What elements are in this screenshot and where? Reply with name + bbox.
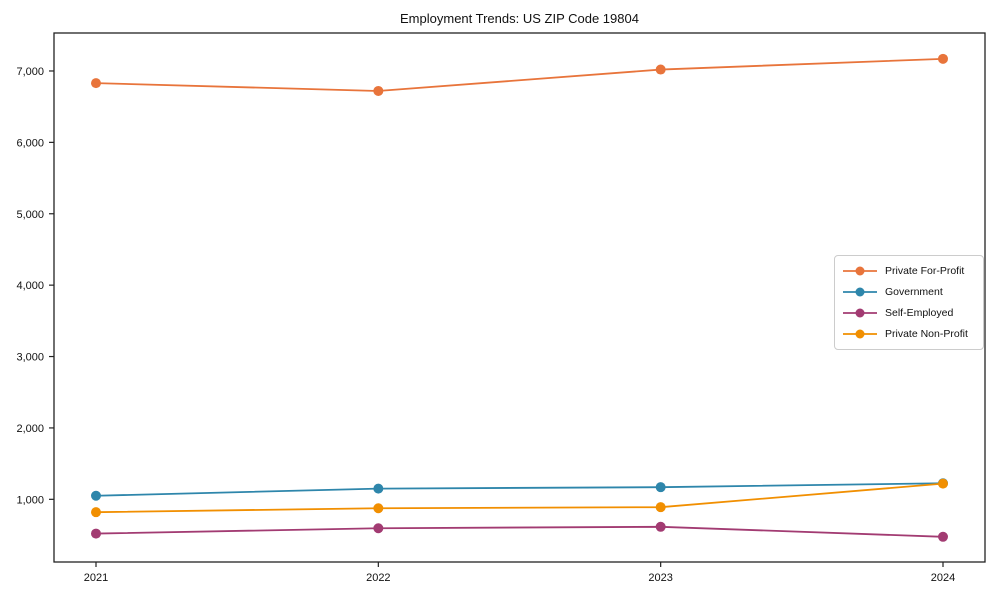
series-marker-self-employed <box>91 528 101 539</box>
y-tick-label: 1,000 <box>16 494 44 506</box>
legend-swatch-self-employed <box>843 308 877 318</box>
x-tick-label: 2022 <box>366 572 390 584</box>
series-marker-private-for-profit <box>938 53 948 64</box>
series-marker-private-for-profit <box>91 78 101 89</box>
series-marker-private-for-profit <box>373 85 384 96</box>
series-line-government <box>95 482 944 497</box>
legend-swatch-government <box>843 287 877 297</box>
x-tick-label: 2023 <box>648 572 672 584</box>
series-marker-government <box>373 483 384 494</box>
series-marker-private-for-profit <box>655 64 666 75</box>
legend-item-private-for-profit: Private For-Profit <box>843 262 975 280</box>
legend-label: Self-Employed <box>885 307 954 319</box>
series-marker-self-employed <box>938 531 948 542</box>
legend-item-private-non-profit: Private Non-Profit <box>843 325 975 343</box>
legend-item-self-employed: Self-Employed <box>843 304 975 322</box>
y-tick-label: 6,000 <box>16 137 44 149</box>
legend-swatch-marker <box>855 329 865 339</box>
legend-swatch-marker <box>855 266 865 276</box>
series-marker-private-non-profit <box>91 507 101 518</box>
series-line-self-employed <box>95 525 944 538</box>
series-marker-private-non-profit <box>655 502 666 513</box>
plot-frame <box>53 32 986 563</box>
series-marker-government <box>91 490 101 501</box>
series-marker-private-non-profit <box>938 478 948 489</box>
series-marker-self-employed <box>373 523 384 534</box>
legend: Private For-Profit Government Self-Employe… <box>834 255 984 350</box>
y-tick-label: 7,000 <box>16 66 44 78</box>
series-line-private-non-profit <box>95 482 944 514</box>
series-marker-private-non-profit <box>373 503 384 514</box>
legend-swatch-marker <box>855 308 865 318</box>
series-marker-government <box>655 482 666 493</box>
legend-label: Private For-Profit <box>885 265 965 277</box>
legend-item-government: Government <box>843 283 975 301</box>
series-marker-self-employed <box>655 521 666 532</box>
x-tick-label: 2021 <box>84 572 108 584</box>
y-tick-label: 3,000 <box>16 352 44 364</box>
y-tick-label: 4,000 <box>16 280 44 292</box>
series-line-private-for-profit <box>95 57 944 92</box>
y-tick-label: 2,000 <box>16 423 44 435</box>
legend-swatch-private-non-profit <box>843 329 877 339</box>
chart-title: Employment Trends: US ZIP Code 19804 <box>400 11 639 26</box>
y-tick-label: 5,000 <box>16 209 44 221</box>
legend-swatch-private-for-profit <box>843 266 877 276</box>
legend-label: Government <box>885 286 943 298</box>
legend-swatch-marker <box>855 287 865 297</box>
x-tick-label: 2024 <box>931 572 955 584</box>
legend-label: Private Non-Profit <box>885 328 968 340</box>
